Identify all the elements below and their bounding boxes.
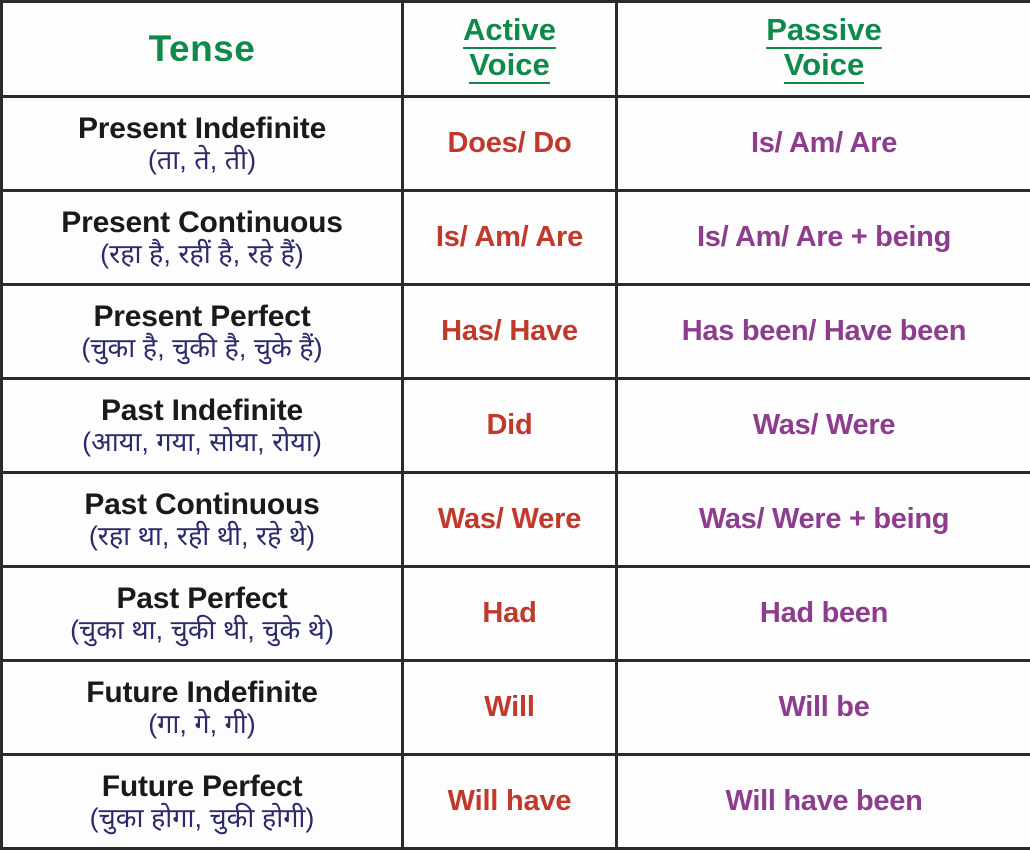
header-label-passive-line1: Passive (766, 14, 882, 49)
header-cell-active-voice: Active Voice (403, 2, 617, 97)
header-label-active-line2: Voice (469, 49, 549, 84)
cell-passive-voice: Was/ Were + being (617, 473, 1030, 567)
tense-name-english: Present Indefinite (7, 113, 397, 144)
cell-active-voice: Does/ Do (403, 97, 617, 191)
header-label-active-line1: Active (463, 14, 556, 49)
cell-passive-voice: Will have been (617, 755, 1030, 849)
tense-name-hindi: (रहा था, रही थी, रहे थे) (7, 522, 397, 550)
cell-passive-voice: Had been (617, 567, 1030, 661)
header-cell-passive-voice: Passive Voice (617, 2, 1030, 97)
tense-name-hindi: (चुका होगा, चुकी होगी) (7, 804, 397, 832)
tense-name-hindi: (चुका है, चुकी है, चुके हैं) (7, 334, 397, 362)
cell-tense-name: Past Indefinite (आया, गया, सोया, रोया) (2, 379, 403, 473)
cell-tense-name: Present Indefinite (ता, ते, ती) (2, 97, 403, 191)
tense-name-english: Present Continuous (7, 207, 397, 238)
table-row: Past Continuous (रहा था, रही थी, रहे थे)… (2, 473, 1030, 567)
table-row: Present Perfect (चुका है, चुकी है, चुके … (2, 285, 1030, 379)
tense-name-hindi: (चुका था, चुकी थी, चुके थे) (7, 616, 397, 644)
table-header-row: Tense Active Voice Passive Voice (2, 2, 1030, 97)
cell-active-voice: Is/ Am/ Are (403, 191, 617, 285)
header-label-active-voice: Active Voice (408, 14, 611, 84)
table-row: Future Perfect (चुका होगा, चुकी होगी) Wi… (2, 755, 1030, 849)
table-row: Past Perfect (चुका था, चुकी थी, चुके थे)… (2, 567, 1030, 661)
header-label-passive-line2: Voice (784, 49, 864, 84)
table-row: Past Indefinite (आया, गया, सोया, रोया) D… (2, 379, 1030, 473)
header-label-tense: Tense (149, 28, 256, 69)
cell-tense-name: Past Continuous (रहा था, रही थी, रहे थे) (2, 473, 403, 567)
cell-tense-name: Present Perfect (चुका है, चुकी है, चुके … (2, 285, 403, 379)
cell-passive-voice: Was/ Were (617, 379, 1030, 473)
table-row: Present Continuous (रहा है, रहीं है, रहे… (2, 191, 1030, 285)
cell-tense-name: Present Continuous (रहा है, रहीं है, रहे… (2, 191, 403, 285)
cell-active-voice: Will (403, 661, 617, 755)
tense-name-hindi: (ता, ते, ती) (7, 146, 397, 174)
tense-name-hindi: (आया, गया, सोया, रोया) (7, 428, 397, 456)
cell-passive-voice: Is/ Am/ Are (617, 97, 1030, 191)
header-label-passive-voice: Passive Voice (622, 14, 1026, 84)
tense-table-container: Tense Active Voice Passive Voice (0, 0, 1030, 821)
cell-active-voice: Will have (403, 755, 617, 849)
cell-passive-voice: Will be (617, 661, 1030, 755)
table-row: Future Indefinite (गा, गे, गी) Will Will… (2, 661, 1030, 755)
tense-name-english: Past Perfect (7, 583, 397, 614)
tense-name-english: Present Perfect (7, 301, 397, 332)
cell-tense-name: Future Perfect (चुका होगा, चुकी होगी) (2, 755, 403, 849)
tense-name-hindi: (गा, गे, गी) (7, 710, 397, 738)
tense-name-english: Future Indefinite (7, 677, 397, 708)
cell-tense-name: Future Indefinite (गा, गे, गी) (2, 661, 403, 755)
cell-active-voice: Was/ Were (403, 473, 617, 567)
cell-tense-name: Past Perfect (चुका था, चुकी थी, चुके थे) (2, 567, 403, 661)
tense-name-english: Past Indefinite (7, 395, 397, 426)
table-row: Present Indefinite (ता, ते, ती) Does/ Do… (2, 97, 1030, 191)
header-cell-tense: Tense (2, 2, 403, 97)
tense-name-hindi: (रहा है, रहीं है, रहे हैं) (7, 240, 397, 268)
tense-name-english: Future Perfect (7, 771, 397, 802)
cell-passive-voice: Has been/ Have been (617, 285, 1030, 379)
tense-name-english: Past Continuous (7, 489, 397, 520)
cell-active-voice: Has/ Have (403, 285, 617, 379)
cell-active-voice: Had (403, 567, 617, 661)
cell-passive-voice: Is/ Am/ Are + being (617, 191, 1030, 285)
cell-active-voice: Did (403, 379, 617, 473)
